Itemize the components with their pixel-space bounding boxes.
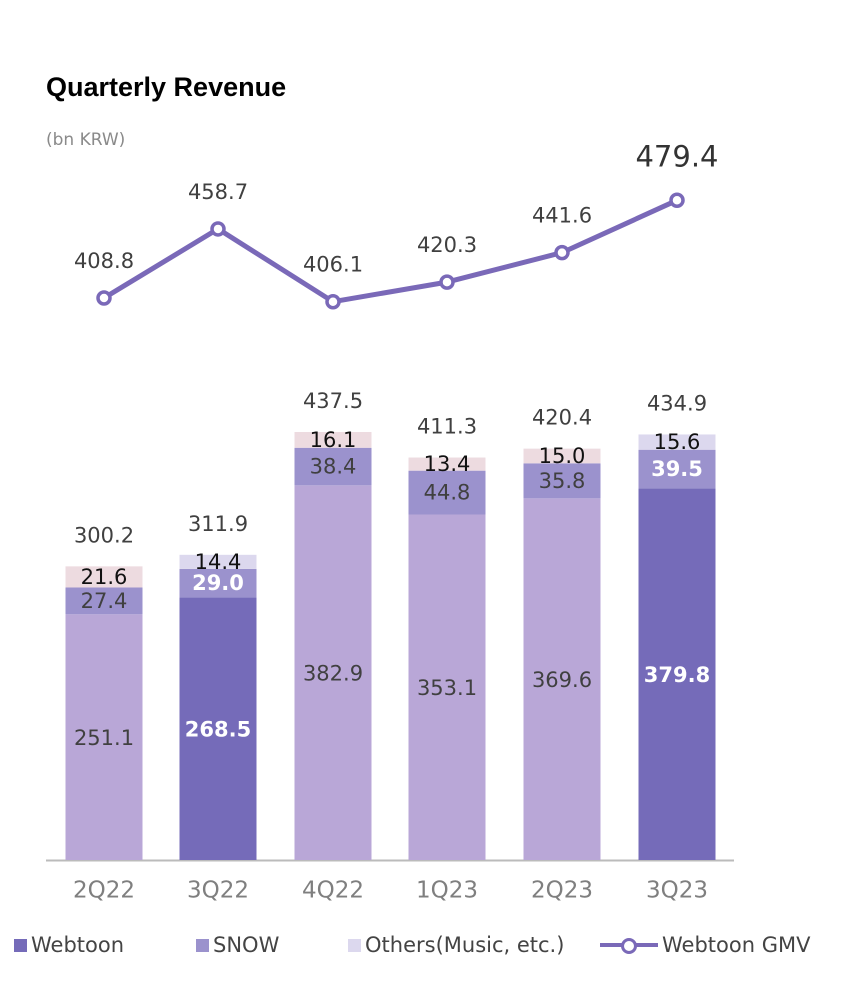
label-others-4Q22: 16.1 — [310, 428, 357, 452]
x-tick-3Q23: 3Q23 — [646, 878, 708, 904]
chart-title: Quarterly Revenue — [46, 72, 287, 102]
label-total-3Q23: 434.9 — [647, 391, 707, 415]
label-webtoon-3Q23: 379.8 — [644, 663, 710, 687]
label-snow-3Q23: 39.5 — [651, 457, 703, 481]
bar-snow-3Q23 — [638, 449, 716, 489]
x-tick-1Q23: 1Q23 — [416, 878, 478, 904]
bar-webtoon-1Q23 — [408, 514, 486, 860]
gmv-label-1Q23: 420.3 — [417, 233, 477, 257]
bar-others-2Q22 — [65, 566, 143, 588]
legend-gmv-line-icon — [600, 938, 658, 954]
gmv-label-4Q22: 406.1 — [303, 253, 363, 277]
label-total-2Q23: 420.4 — [532, 406, 592, 430]
label-others-3Q23: 15.6 — [654, 430, 701, 454]
label-webtoon-1Q23: 353.1 — [417, 676, 477, 700]
bar-snow-4Q22 — [294, 447, 372, 486]
gmv-label-2Q23: 441.6 — [532, 204, 592, 228]
bar-others-2Q23 — [523, 448, 601, 464]
bar-webtoon-2Q23 — [523, 498, 601, 860]
x-tick-4Q22: 4Q22 — [302, 878, 364, 904]
label-snow-2Q23: 35.8 — [539, 469, 586, 493]
quarterly-revenue-chart: 251.1 27.421.6 300.2 2Q22 268.5 29.014.4 311.9… — [46, 139, 734, 904]
legend-gmv: Webtoon GMV — [600, 928, 810, 962]
gmv-point-2Q22 — [96, 290, 112, 306]
bar-snow-1Q23 — [408, 470, 486, 515]
legend-others-label: Others(Music, etc.) — [365, 933, 565, 957]
bar-webtoon-2Q22 — [65, 614, 143, 860]
label-snow-1Q23: 44.8 — [424, 481, 471, 505]
bar-webtoon-4Q22 — [294, 485, 372, 860]
label-total-4Q22: 437.5 — [303, 389, 363, 413]
bar-others-4Q22 — [294, 432, 372, 448]
legend-gmv-label: Webtoon GMV — [662, 933, 811, 957]
legend: Webtoon SNOW Others(Music, etc.) Webtoon… — [0, 928, 848, 962]
gmv-point-4Q22 — [325, 293, 341, 310]
bar-others-3Q23 — [638, 434, 716, 450]
label-webtoon-3Q22: 268.5 — [185, 718, 251, 742]
label-total-1Q23: 411.3 — [417, 415, 477, 439]
legend-others-swatch — [348, 938, 361, 952]
legend-webtoon: Webtoon — [14, 928, 124, 962]
legend-others: Others(Music, etc.) — [348, 928, 564, 962]
gmv-line — [102, 198, 679, 305]
gmv-point-3Q22 — [210, 221, 226, 237]
bar-snow-3Q22 — [179, 568, 257, 598]
legend-webtoon-label: Webtoon — [31, 933, 125, 957]
gmv-label-3Q22: 458.7 — [188, 180, 248, 204]
gmv-point-2Q23 — [554, 244, 570, 261]
legend-webtoon-swatch — [14, 938, 27, 952]
bar-snow-2Q22 — [65, 587, 143, 615]
label-snow-3Q22: 29.0 — [192, 571, 244, 595]
gmv-label-2Q22: 408.8 — [74, 249, 134, 273]
bar-webtoon-3Q22 — [179, 597, 257, 860]
x-tick-2Q22: 2Q22 — [73, 878, 135, 904]
x-tick-2Q23: 2Q23 — [531, 878, 593, 904]
bar-others-1Q23 — [408, 457, 486, 471]
gmv-point-3Q23 — [669, 192, 685, 209]
legend-snow: SNOW — [196, 928, 279, 962]
label-total-3Q22: 311.9 — [188, 512, 248, 536]
label-others-2Q22: 21.6 — [81, 565, 128, 589]
gmv-label-3Q23: 479.4 — [635, 139, 718, 173]
label-others-3Q22: 14.4 — [195, 550, 242, 574]
label-webtoon-4Q22: 382.9 — [303, 662, 363, 686]
bar-others-3Q22 — [179, 554, 257, 569]
label-others-2Q23: 15.0 — [539, 444, 586, 468]
unit-label: (bn KRW) — [46, 130, 126, 150]
legend-snow-swatch — [196, 938, 209, 952]
bar-webtoon-3Q23 — [638, 488, 716, 860]
bar-snow-2Q23 — [523, 463, 601, 499]
label-snow-4Q22: 38.4 — [310, 455, 357, 479]
label-webtoon-2Q22: 251.1 — [74, 726, 134, 750]
label-snow-2Q22: 27.4 — [81, 589, 128, 613]
label-others-1Q23: 13.4 — [424, 452, 471, 476]
label-webtoon-2Q23: 369.6 — [532, 668, 592, 692]
label-total-2Q22: 300.2 — [74, 523, 134, 547]
x-tick-3Q22: 3Q22 — [187, 878, 249, 904]
legend-snow-label: SNOW — [213, 933, 280, 957]
gmv-point-1Q23 — [439, 274, 455, 290]
